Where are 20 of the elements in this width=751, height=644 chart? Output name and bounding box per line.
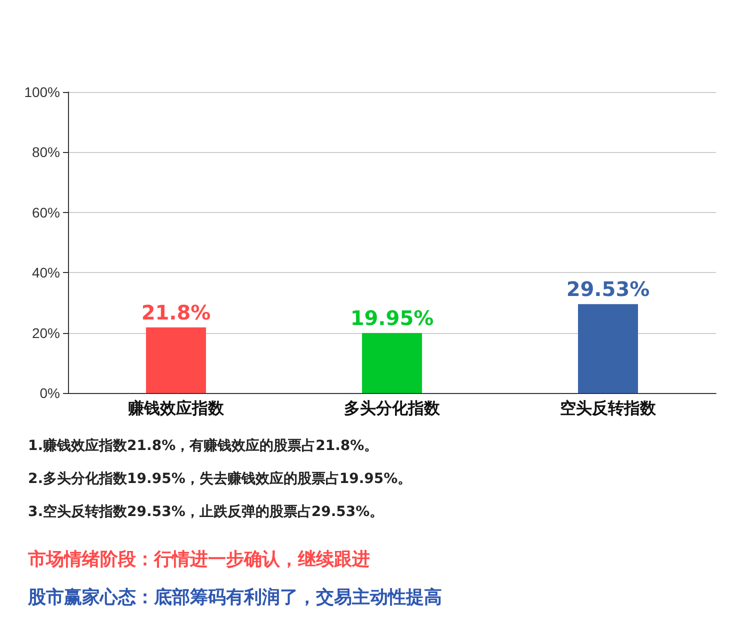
data-label: 19.95% [350,306,434,330]
text: 股市赢家心态：底部筹码有利润了，交易主动性提高 [28,586,443,610]
y-tick-label: 100% [24,84,60,100]
bar [362,332,422,393]
text: 2.多头分化指数19.95%，失去赚钱效应的股票占19.95%。 [28,470,413,489]
text: 1.赚钱效应指数21.8%，有赚钱效应的股票占21.8%。 [28,436,380,456]
bar [146,327,206,393]
y-tick-label: 20% [32,324,60,341]
text: 市场情绪阶段：行情进一步确认，继续跟进 [28,548,371,572]
x-tick-label: 空头反转指数 [560,400,657,418]
text: 3.空头反转指数29.53%，止跌反弹的股票占29.53%。 [28,502,385,522]
bar [578,304,638,393]
data-label: 29.53% [566,277,650,302]
data-label: 21.8% [141,300,211,324]
y-tick-label: 40% [32,264,60,281]
x-tick-label: 多头分化指数 [344,400,441,418]
x-tick-label: 赚钱效应指数 [127,398,225,418]
y-tick-label: 60% [32,204,60,220]
y-tick-label: 80% [32,144,60,160]
y-tick-label: 0% [40,385,60,401]
